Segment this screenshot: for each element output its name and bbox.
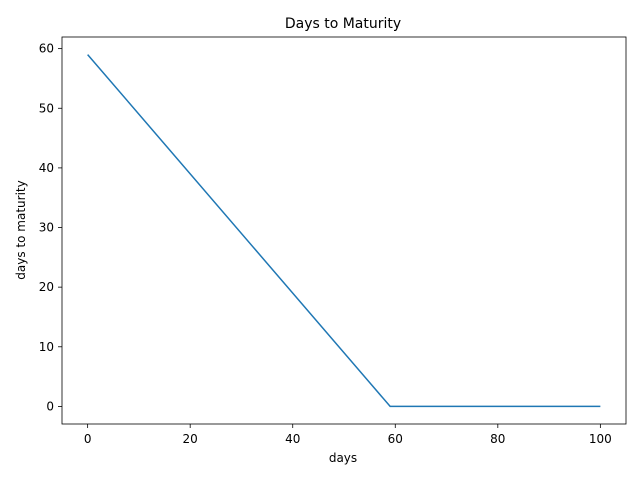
x-tick-label: 20 [183,432,198,446]
x-tick-label: 0 [84,432,92,446]
chart-title: Days to Maturity [285,16,401,32]
x-tick-label: 40 [285,432,300,446]
x-tick-label: 60 [388,432,403,446]
y-tick-label: 50 [39,101,54,115]
y-tick-label: 60 [39,42,54,56]
y-tick-label: 0 [46,399,54,413]
series-layer [87,54,601,408]
y-axis-label: days to maturity [14,180,28,279]
x-tick-label: 100 [589,432,612,446]
plot-frame [61,36,627,425]
axes-layer: 0 20 40 60 80 100 0 10 20 30 40 50 60 [39,36,627,446]
x-axis-label: days [329,451,357,465]
y-tick-label: 10 [39,340,54,354]
series-line-0 [87,54,601,408]
y-tick-label: 30 [39,221,54,235]
y-tick-label: 40 [39,161,54,175]
x-tick-label: 80 [490,432,505,446]
y-tick-label: 20 [39,280,54,294]
